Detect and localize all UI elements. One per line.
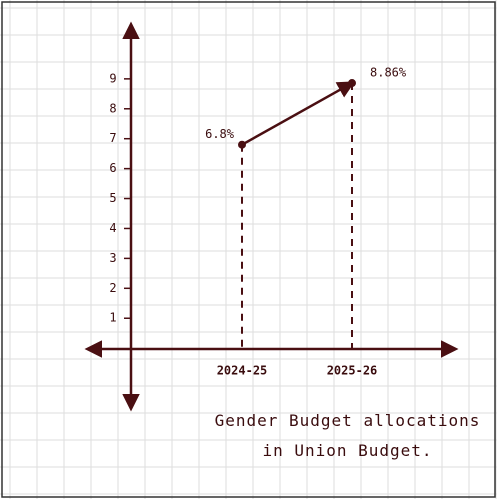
y-tick-label: 8 [109, 101, 116, 115]
y-tick-label: 3 [109, 251, 116, 265]
series-line [241, 81, 356, 146]
y-tick-label: 2 [109, 281, 116, 295]
point [348, 79, 356, 88]
y-tick-label: 6 [109, 161, 116, 175]
x-tick-label: 2024-25 [217, 364, 268, 378]
data-label: 6.8% [205, 127, 235, 141]
x-tick-label: 2025-26 [327, 364, 378, 378]
y-tick-label: 5 [109, 191, 116, 205]
y-tick-label: 7 [109, 131, 116, 145]
chart-title: Gender Budget allocations in Union Budge… [214, 411, 481, 460]
y-tick-label: 9 [109, 71, 116, 85]
y-tick-label: 4 [109, 221, 116, 235]
point [238, 140, 246, 149]
y-tick-label: 1 [109, 311, 116, 325]
data-label: 8.86% [370, 66, 407, 80]
